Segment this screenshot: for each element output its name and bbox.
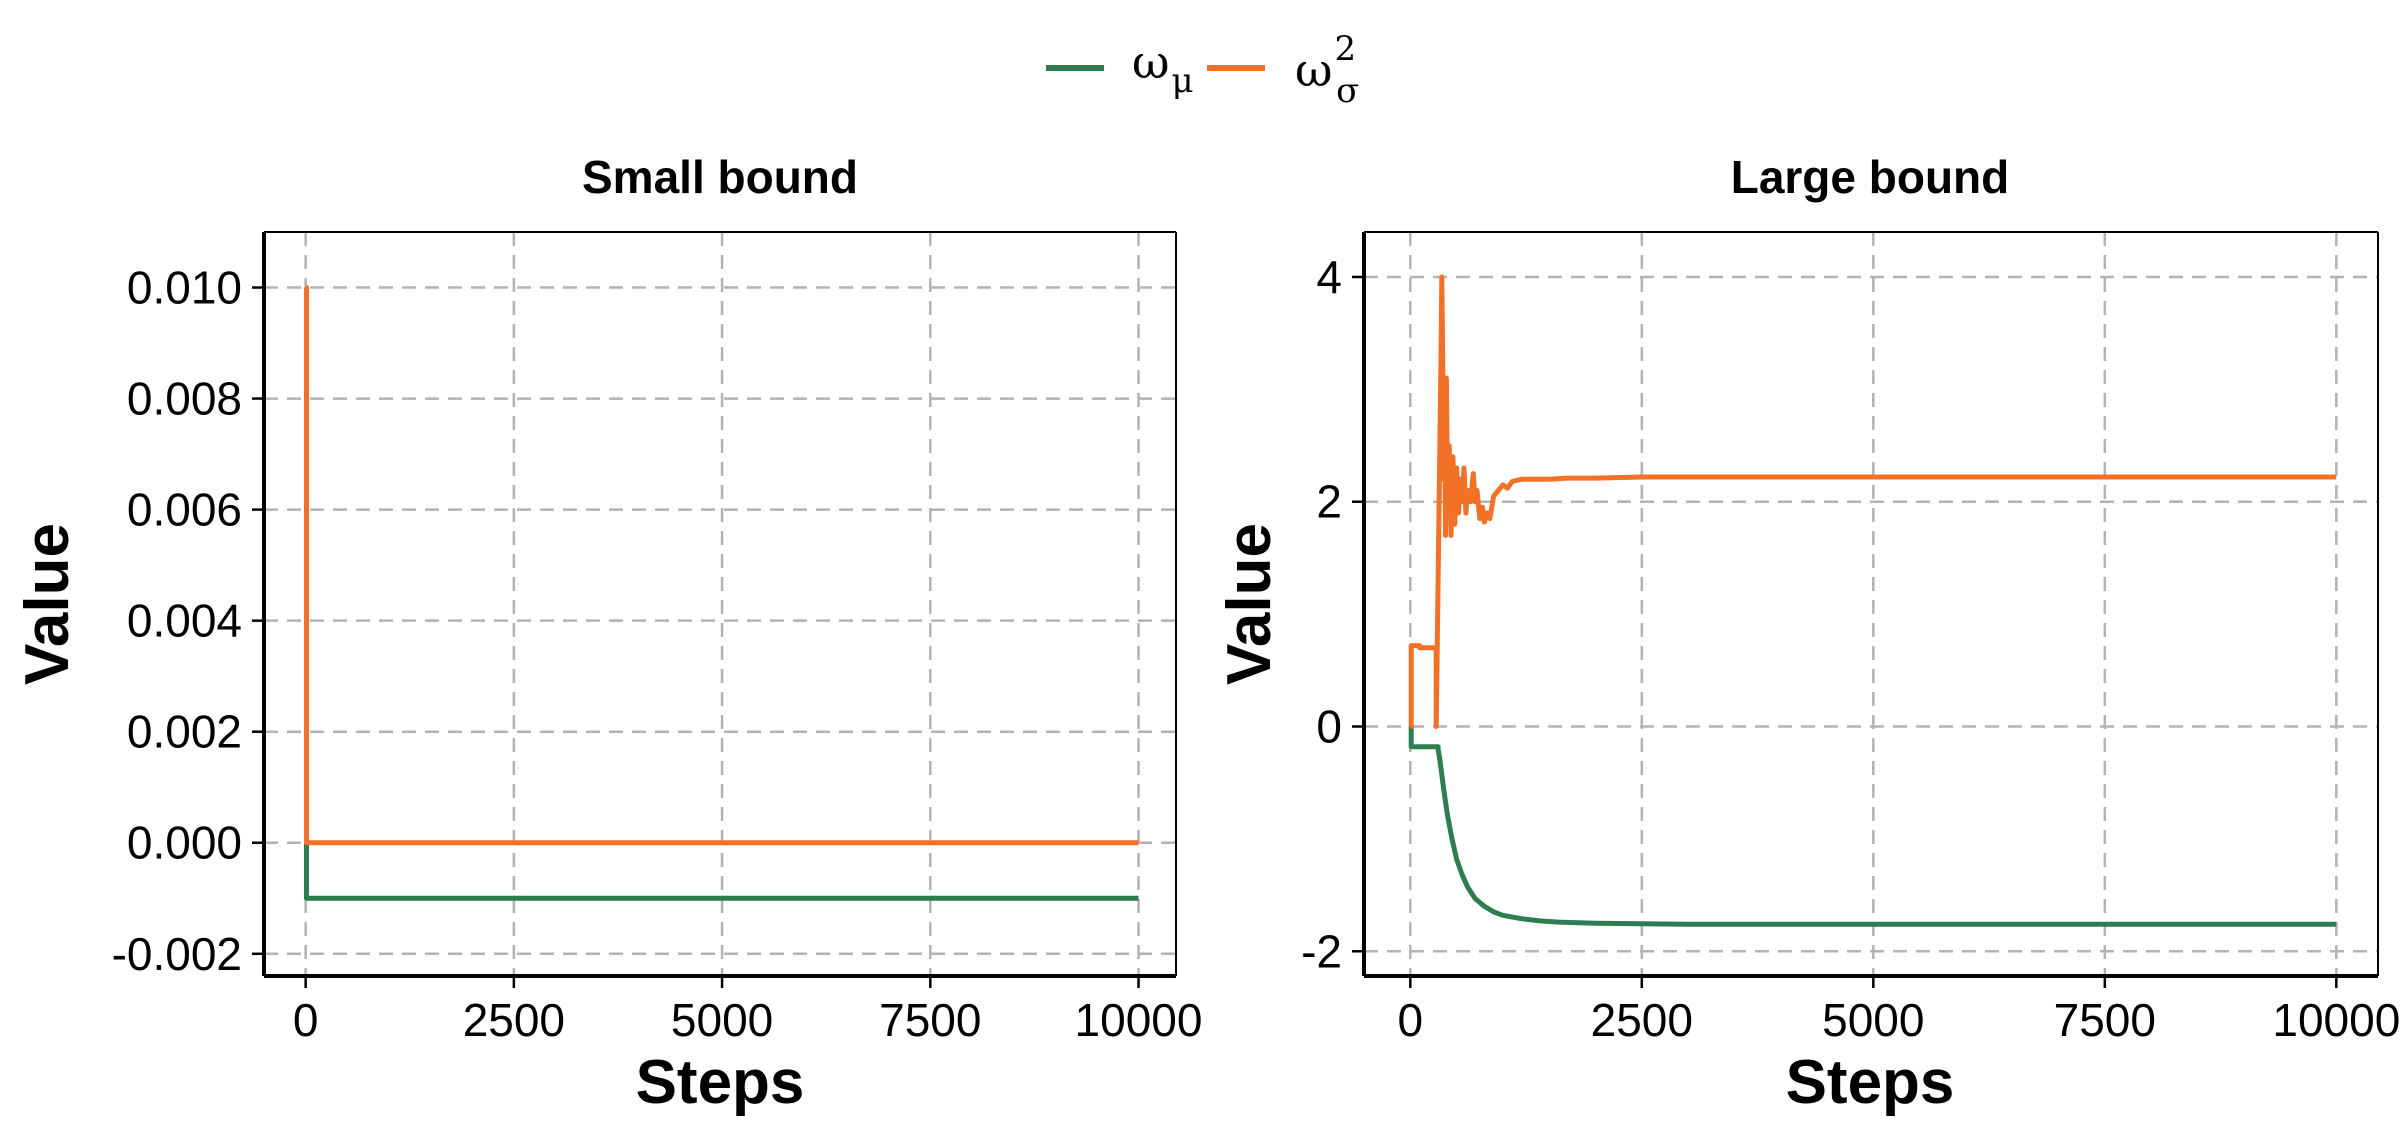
y-axis-title: Value <box>13 523 82 685</box>
y-tick-label: 0 <box>1316 701 1342 753</box>
panel-1: 0 2500 5000 7500 10000 -0.002 0.000 0.002 0.004 0… <box>13 151 1202 1117</box>
y-tick-label: -0.002 <box>112 928 242 980</box>
y-tick-label: 4 <box>1316 251 1342 303</box>
y-tick-label: 0.008 <box>127 373 242 425</box>
y-tick-label: 0.010 <box>127 262 242 314</box>
x-tick-label: 5000 <box>671 994 773 1046</box>
x-tick-label: 7500 <box>879 994 981 1046</box>
legend: ωμ ω2 σ <box>1046 29 1359 111</box>
panel-title: Large bound <box>1731 151 2010 203</box>
x-tick-label: 10000 <box>1075 994 1203 1046</box>
x-tick-label: 2500 <box>1591 994 1693 1046</box>
legend-label-omega_mu: ωμ <box>1132 35 1194 101</box>
y-tick-label: 0.006 <box>127 484 242 536</box>
x-axis-title: Steps <box>636 1048 805 1117</box>
y-tick-label: 0.002 <box>127 706 242 758</box>
y-tick-label: 2 <box>1316 476 1342 528</box>
x-tick-label: 10000 <box>2272 994 2400 1046</box>
y-tick-label: -2 <box>1301 925 1342 977</box>
y-tick-label: 0.004 <box>127 595 242 647</box>
series-line-omega-mu <box>1410 727 2336 925</box>
x-tick-label: 5000 <box>1822 994 1924 1046</box>
x-tick-label: 7500 <box>2054 994 2156 1046</box>
chart-panels: 0 2500 5000 7500 10000 -0.002 0.000 0.002 0.004 0… <box>13 151 2400 1117</box>
x-tick-label: 0 <box>293 994 319 1046</box>
x-axis-title: Steps <box>1786 1048 1955 1117</box>
panel-title: Small bound <box>582 151 858 203</box>
y-axis-title: Value <box>1215 523 1284 685</box>
y-tick-label: 0.000 <box>127 817 242 869</box>
panel-2: 0 2500 5000 7500 10000 -2 0 2 4 Large bound Steps V… <box>1215 151 2400 1117</box>
x-tick-label: 2500 <box>463 994 565 1046</box>
legend-label-omega_sigma2: ω2 σ <box>1295 29 1359 111</box>
x-tick-label: 0 <box>1398 994 1424 1046</box>
